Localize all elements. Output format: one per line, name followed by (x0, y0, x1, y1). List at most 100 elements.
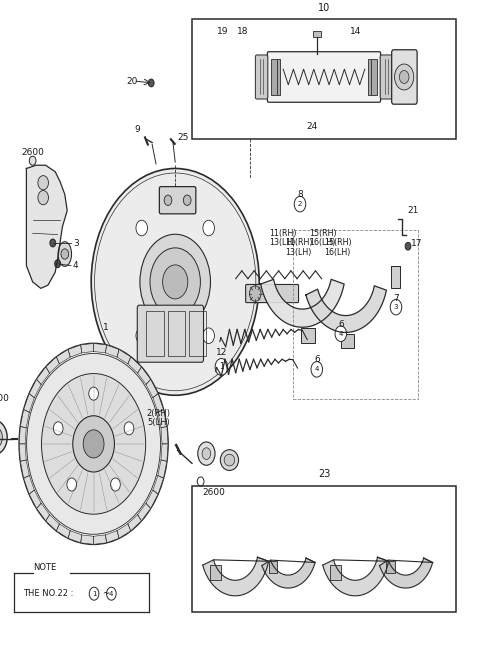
Text: 5(LH): 5(LH) (147, 418, 170, 427)
Text: 9: 9 (134, 125, 140, 134)
Circle shape (203, 220, 215, 236)
Bar (192, 19, 456, 139)
Text: 13(LH): 13(LH) (269, 238, 295, 248)
Text: 2(RH): 2(RH) (146, 409, 170, 418)
Circle shape (311, 362, 323, 377)
Circle shape (395, 64, 414, 90)
Polygon shape (46, 515, 60, 531)
Polygon shape (138, 367, 151, 384)
Polygon shape (261, 279, 344, 327)
Circle shape (202, 448, 211, 459)
Text: 15(RH): 15(RH) (324, 238, 352, 248)
FancyBboxPatch shape (159, 187, 196, 214)
FancyBboxPatch shape (137, 305, 204, 362)
Text: 18: 18 (237, 27, 248, 36)
Polygon shape (20, 410, 29, 428)
Text: 4: 4 (314, 366, 319, 373)
Circle shape (140, 235, 211, 330)
Circle shape (399, 71, 409, 84)
Text: 14: 14 (349, 27, 361, 36)
Polygon shape (203, 557, 269, 596)
Text: 19: 19 (217, 27, 229, 36)
Polygon shape (81, 535, 94, 544)
Text: 6: 6 (314, 355, 320, 364)
Polygon shape (128, 357, 142, 373)
Circle shape (203, 328, 215, 343)
Circle shape (38, 191, 48, 205)
Circle shape (150, 248, 200, 316)
Bar (330, 565, 341, 579)
Bar (168, 311, 185, 356)
Circle shape (19, 343, 168, 544)
Text: 16(LH): 16(LH) (310, 238, 336, 248)
Polygon shape (106, 345, 119, 357)
Circle shape (183, 195, 191, 205)
Text: 3: 3 (394, 304, 398, 310)
FancyBboxPatch shape (392, 50, 417, 104)
Polygon shape (19, 444, 26, 461)
Circle shape (42, 373, 146, 515)
Circle shape (136, 220, 147, 236)
Polygon shape (117, 524, 131, 538)
Polygon shape (161, 426, 168, 444)
Text: 8: 8 (297, 190, 303, 199)
Text: 17: 17 (411, 238, 422, 248)
Circle shape (164, 195, 172, 205)
Text: 21: 21 (407, 206, 419, 215)
FancyBboxPatch shape (267, 52, 381, 102)
Text: 2: 2 (298, 201, 302, 207)
Text: 4: 4 (338, 330, 343, 337)
Circle shape (198, 442, 215, 465)
Circle shape (110, 478, 120, 491)
Text: 15(RH): 15(RH) (310, 229, 337, 238)
Circle shape (335, 326, 347, 341)
Text: 1: 1 (92, 591, 96, 597)
Polygon shape (158, 460, 167, 478)
Polygon shape (158, 410, 167, 428)
Polygon shape (68, 345, 82, 357)
FancyBboxPatch shape (255, 55, 268, 99)
Bar (341, 334, 354, 349)
FancyBboxPatch shape (380, 55, 393, 99)
Text: 16(LH): 16(LH) (324, 248, 350, 257)
Ellipse shape (220, 450, 239, 470)
Polygon shape (36, 367, 49, 384)
Polygon shape (146, 379, 158, 398)
Polygon shape (138, 503, 151, 521)
Bar (391, 266, 400, 288)
Circle shape (89, 387, 98, 400)
Circle shape (294, 196, 306, 212)
Bar (301, 329, 315, 343)
Circle shape (405, 242, 411, 250)
Text: 2600: 2600 (21, 148, 44, 157)
Circle shape (61, 249, 69, 259)
Text: 7: 7 (393, 294, 399, 303)
Circle shape (89, 587, 99, 600)
Polygon shape (161, 444, 168, 461)
Bar (368, 59, 377, 95)
Bar (293, 230, 418, 399)
Text: 2600: 2600 (202, 488, 225, 497)
Polygon shape (46, 357, 60, 373)
Polygon shape (117, 349, 131, 364)
Text: 12: 12 (216, 348, 227, 356)
Polygon shape (380, 558, 432, 588)
Text: 3: 3 (73, 238, 79, 248)
Text: 13(LH): 13(LH) (286, 248, 312, 257)
Text: 11(RH): 11(RH) (286, 238, 313, 248)
Polygon shape (94, 535, 107, 544)
Circle shape (83, 430, 104, 458)
Circle shape (390, 299, 402, 315)
Text: 1: 1 (103, 323, 108, 332)
Circle shape (163, 265, 188, 299)
Text: 25: 25 (178, 133, 189, 142)
Polygon shape (323, 557, 389, 596)
Circle shape (50, 239, 56, 247)
Polygon shape (262, 558, 315, 588)
Polygon shape (106, 531, 119, 543)
Circle shape (215, 358, 228, 375)
Text: THE NO.22 :: THE NO.22 : (23, 589, 73, 598)
Text: 4: 4 (73, 261, 79, 270)
Text: 23: 23 (318, 469, 330, 480)
Circle shape (27, 354, 160, 534)
